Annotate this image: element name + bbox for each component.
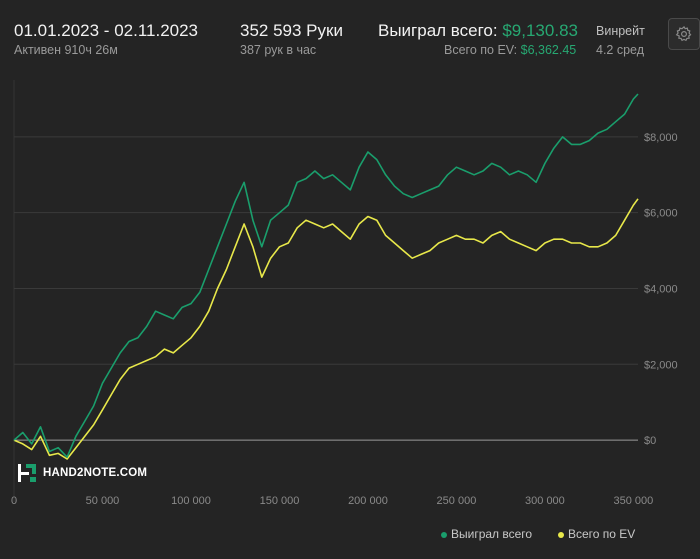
x-tick-label: 250 000 bbox=[437, 495, 477, 507]
won-total-value: $9,130.83 bbox=[502, 21, 578, 40]
won-total: Выиграл всего: $9,130.83 bbox=[378, 21, 578, 41]
date-range[interactable]: 01.01.2023 - 02.11.2023 bbox=[14, 21, 199, 40]
hand2note-logo-icon bbox=[18, 464, 36, 482]
y-axis-ticks: $0 $2,000 $4,000 $6,000 $8,000 bbox=[644, 132, 678, 447]
series-lines bbox=[13, 93, 639, 460]
profit-chart: $0 $2,000 $4,000 $6,000 $8,000 0 50 000 100 00… bbox=[0, 66, 700, 554]
legend-label-won: Выиграл всего bbox=[451, 527, 533, 541]
x-tick-label: 0 bbox=[11, 495, 17, 507]
y-tick-label: $8,000 bbox=[644, 132, 678, 144]
winrate-label: Винрейт bbox=[596, 24, 645, 38]
y-tick-label: $4,000 bbox=[644, 283, 678, 295]
ev-total: Всего по EV: $6,362.45 bbox=[444, 43, 576, 57]
y-tick-label: $2,000 bbox=[644, 359, 678, 371]
legend-item-ev[interactable]: Всего по EV bbox=[558, 527, 635, 541]
legend-label-ev: Всего по EV bbox=[568, 527, 636, 541]
hand2note-logo: HAND2NOTE.COM bbox=[16, 462, 147, 484]
legend-dot-won bbox=[441, 531, 447, 538]
hands-per-hour: 387 рук в час bbox=[240, 43, 317, 57]
settings-button[interactable] bbox=[668, 18, 700, 50]
won-total-label: Выиграл всего: bbox=[378, 21, 498, 40]
grid-lines bbox=[13, 80, 638, 502]
gear-icon bbox=[675, 25, 692, 42]
x-tick-label: 350 000 bbox=[614, 495, 654, 507]
legend-item-won[interactable]: Выиграл всего bbox=[441, 527, 532, 541]
logo-text: HAND2NOTE.COM bbox=[43, 467, 148, 479]
series-line-won bbox=[13, 93, 639, 458]
ev-total-value: $6,362.45 bbox=[520, 43, 577, 57]
x-tick-label: 200 000 bbox=[348, 495, 388, 507]
x-axis-ticks: 0 50 000 100 000 150 000 200 000 250 000 300 0… bbox=[11, 495, 653, 507]
hands-count: 352 593 Руки bbox=[240, 21, 343, 40]
x-tick-label: 300 000 bbox=[525, 495, 565, 507]
x-tick-label: 150 000 bbox=[260, 495, 300, 507]
legend-dot-ev bbox=[558, 531, 564, 538]
summary-header: 01.01.2023 - 02.11.2023 Активен 910ч 26м… bbox=[0, 0, 700, 66]
y-tick-label: $0 bbox=[644, 435, 656, 447]
x-tick-label: 50 000 bbox=[86, 495, 120, 507]
x-tick-label: 100 000 bbox=[171, 495, 211, 507]
winrate-sub: 4.2 сред bbox=[596, 43, 645, 57]
y-tick-label: $6,000 bbox=[644, 208, 678, 220]
profit-chart-svg: $0 $2,000 $4,000 $6,000 $8,000 0 50 000 100 00… bbox=[11, 80, 678, 507]
ev-total-label: Всего по EV: bbox=[444, 43, 518, 57]
series-line-ev bbox=[13, 198, 639, 460]
active-time: Активен 910ч 26м bbox=[14, 43, 118, 57]
